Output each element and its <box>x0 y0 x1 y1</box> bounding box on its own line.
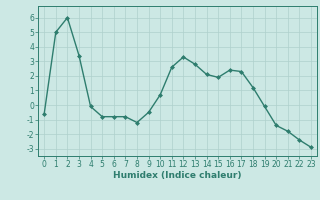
X-axis label: Humidex (Indice chaleur): Humidex (Indice chaleur) <box>113 171 242 180</box>
